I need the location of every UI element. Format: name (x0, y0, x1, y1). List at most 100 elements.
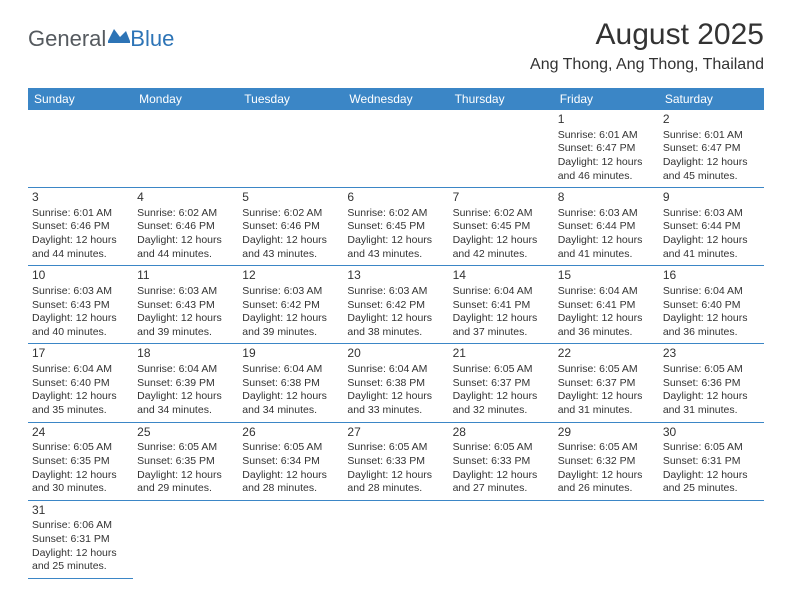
weekday-header: Friday (554, 88, 659, 110)
calendar-cell: 5Sunrise: 6:02 AMSunset: 6:46 PMDaylight… (238, 188, 343, 266)
sunrise-text: Sunrise: 6:05 AM (32, 441, 129, 455)
day-number: 10 (32, 268, 129, 284)
weekday-header: Monday (133, 88, 238, 110)
calendar-cell: 26Sunrise: 6:05 AMSunset: 6:34 PMDayligh… (238, 422, 343, 500)
calendar-table: Sunday Monday Tuesday Wednesday Thursday… (28, 88, 764, 579)
logo: General Blue (28, 26, 174, 52)
daylight-text: Daylight: 12 hours and 40 minutes. (32, 312, 129, 339)
calendar-cell (554, 500, 659, 578)
calendar-cell (449, 110, 554, 188)
calendar-cell: 3Sunrise: 6:01 AMSunset: 6:46 PMDaylight… (28, 188, 133, 266)
header: General Blue August 2025 Ang Thong, Ang … (0, 0, 792, 82)
logo-text-blue: Blue (130, 26, 174, 52)
day-number: 21 (453, 346, 550, 362)
daylight-text: Daylight: 12 hours and 30 minutes. (32, 469, 129, 496)
sunset-text: Sunset: 6:37 PM (453, 377, 550, 391)
sunset-text: Sunset: 6:42 PM (242, 299, 339, 313)
daylight-text: Daylight: 12 hours and 41 minutes. (663, 234, 760, 261)
calendar-cell: 15Sunrise: 6:04 AMSunset: 6:41 PMDayligh… (554, 266, 659, 344)
calendar-row: 10Sunrise: 6:03 AMSunset: 6:43 PMDayligh… (28, 266, 764, 344)
day-number: 1 (558, 112, 655, 128)
daylight-text: Daylight: 12 hours and 35 minutes. (32, 390, 129, 417)
sunset-text: Sunset: 6:35 PM (32, 455, 129, 469)
location-text: Ang Thong, Ang Thong, Thailand (530, 56, 764, 74)
sunset-text: Sunset: 6:45 PM (453, 220, 550, 234)
logo-text-general: General (28, 26, 106, 52)
calendar-cell (28, 110, 133, 188)
sunrise-text: Sunrise: 6:06 AM (32, 519, 129, 533)
weekday-header: Thursday (449, 88, 554, 110)
daylight-text: Daylight: 12 hours and 33 minutes. (347, 390, 444, 417)
day-number: 25 (137, 425, 234, 441)
sunset-text: Sunset: 6:44 PM (558, 220, 655, 234)
sunrise-text: Sunrise: 6:05 AM (663, 441, 760, 455)
sunrise-text: Sunrise: 6:04 AM (347, 363, 444, 377)
daylight-text: Daylight: 12 hours and 42 minutes. (453, 234, 550, 261)
day-number: 18 (137, 346, 234, 362)
daylight-text: Daylight: 12 hours and 32 minutes. (453, 390, 550, 417)
calendar-cell: 6Sunrise: 6:02 AMSunset: 6:45 PMDaylight… (343, 188, 448, 266)
daylight-text: Daylight: 12 hours and 27 minutes. (453, 469, 550, 496)
calendar-cell: 12Sunrise: 6:03 AMSunset: 6:42 PMDayligh… (238, 266, 343, 344)
sunrise-text: Sunrise: 6:05 AM (453, 363, 550, 377)
calendar-cell: 13Sunrise: 6:03 AMSunset: 6:42 PMDayligh… (343, 266, 448, 344)
day-number: 23 (663, 346, 760, 362)
calendar-cell: 2Sunrise: 6:01 AMSunset: 6:47 PMDaylight… (659, 110, 764, 188)
calendar-cell (343, 500, 448, 578)
calendar-cell: 22Sunrise: 6:05 AMSunset: 6:37 PMDayligh… (554, 344, 659, 422)
sunset-text: Sunset: 6:47 PM (663, 142, 760, 156)
day-number: 12 (242, 268, 339, 284)
daylight-text: Daylight: 12 hours and 26 minutes. (558, 469, 655, 496)
sunrise-text: Sunrise: 6:05 AM (663, 363, 760, 377)
daylight-text: Daylight: 12 hours and 43 minutes. (242, 234, 339, 261)
calendar-cell: 19Sunrise: 6:04 AMSunset: 6:38 PMDayligh… (238, 344, 343, 422)
calendar-cell: 17Sunrise: 6:04 AMSunset: 6:40 PMDayligh… (28, 344, 133, 422)
daylight-text: Daylight: 12 hours and 25 minutes. (663, 469, 760, 496)
sunset-text: Sunset: 6:31 PM (32, 533, 129, 547)
day-number: 17 (32, 346, 129, 362)
sunset-text: Sunset: 6:46 PM (32, 220, 129, 234)
daylight-text: Daylight: 12 hours and 39 minutes. (242, 312, 339, 339)
sunset-text: Sunset: 6:40 PM (663, 299, 760, 313)
sunset-text: Sunset: 6:38 PM (347, 377, 444, 391)
sunrise-text: Sunrise: 6:04 AM (558, 285, 655, 299)
sunset-text: Sunset: 6:46 PM (242, 220, 339, 234)
weekday-header-row: Sunday Monday Tuesday Wednesday Thursday… (28, 88, 764, 110)
sunrise-text: Sunrise: 6:03 AM (663, 207, 760, 221)
sunset-text: Sunset: 6:32 PM (558, 455, 655, 469)
sunset-text: Sunset: 6:38 PM (242, 377, 339, 391)
day-number: 3 (32, 190, 129, 206)
daylight-text: Daylight: 12 hours and 28 minutes. (347, 469, 444, 496)
calendar-cell: 11Sunrise: 6:03 AMSunset: 6:43 PMDayligh… (133, 266, 238, 344)
day-number: 6 (347, 190, 444, 206)
calendar-cell: 20Sunrise: 6:04 AMSunset: 6:38 PMDayligh… (343, 344, 448, 422)
calendar-cell: 28Sunrise: 6:05 AMSunset: 6:33 PMDayligh… (449, 422, 554, 500)
sunrise-text: Sunrise: 6:02 AM (347, 207, 444, 221)
sunset-text: Sunset: 6:43 PM (32, 299, 129, 313)
sunrise-text: Sunrise: 6:03 AM (558, 207, 655, 221)
daylight-text: Daylight: 12 hours and 44 minutes. (137, 234, 234, 261)
calendar-row: 17Sunrise: 6:04 AMSunset: 6:40 PMDayligh… (28, 344, 764, 422)
sunrise-text: Sunrise: 6:03 AM (32, 285, 129, 299)
weekday-header: Wednesday (343, 88, 448, 110)
sunset-text: Sunset: 6:34 PM (242, 455, 339, 469)
daylight-text: Daylight: 12 hours and 34 minutes. (137, 390, 234, 417)
sunrise-text: Sunrise: 6:04 AM (137, 363, 234, 377)
calendar-cell (343, 110, 448, 188)
sunset-text: Sunset: 6:42 PM (347, 299, 444, 313)
sunset-text: Sunset: 6:35 PM (137, 455, 234, 469)
calendar-cell: 16Sunrise: 6:04 AMSunset: 6:40 PMDayligh… (659, 266, 764, 344)
daylight-text: Daylight: 12 hours and 38 minutes. (347, 312, 444, 339)
day-number: 29 (558, 425, 655, 441)
title-block: August 2025 Ang Thong, Ang Thong, Thaila… (530, 18, 764, 74)
calendar-cell: 23Sunrise: 6:05 AMSunset: 6:36 PMDayligh… (659, 344, 764, 422)
sunset-text: Sunset: 6:41 PM (558, 299, 655, 313)
sunset-text: Sunset: 6:33 PM (347, 455, 444, 469)
sunset-text: Sunset: 6:36 PM (663, 377, 760, 391)
calendar-cell (133, 110, 238, 188)
sunset-text: Sunset: 6:46 PM (137, 220, 234, 234)
calendar-cell (238, 110, 343, 188)
calendar-cell: 29Sunrise: 6:05 AMSunset: 6:32 PMDayligh… (554, 422, 659, 500)
daylight-text: Daylight: 12 hours and 41 minutes. (558, 234, 655, 261)
sunrise-text: Sunrise: 6:05 AM (347, 441, 444, 455)
